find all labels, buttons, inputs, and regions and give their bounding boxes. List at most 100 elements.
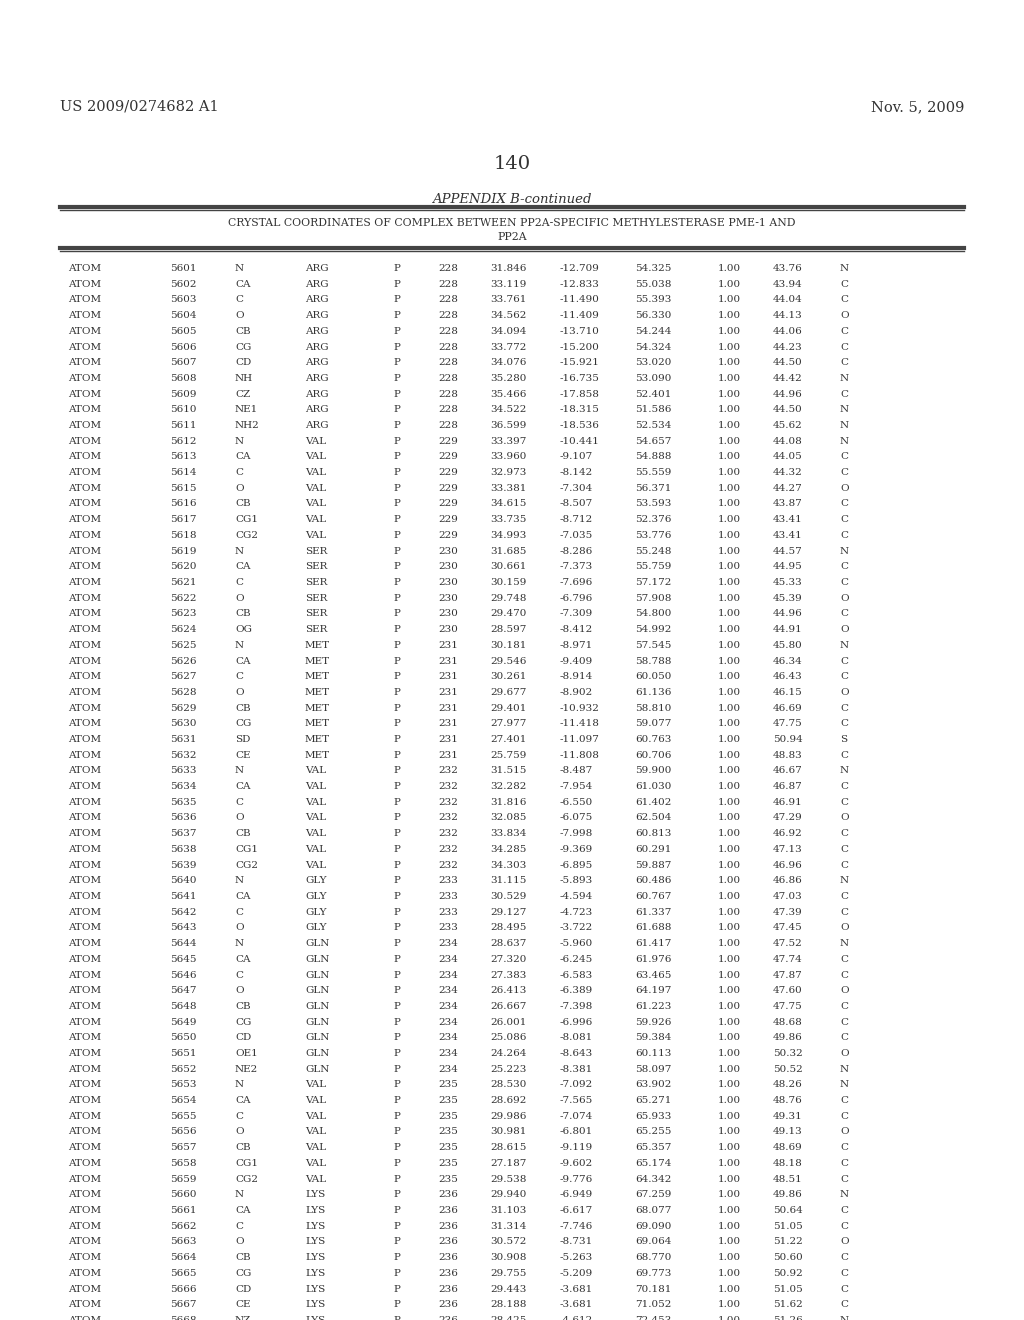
Text: 5622: 5622 bbox=[170, 594, 197, 603]
Text: VAL: VAL bbox=[305, 797, 326, 807]
Text: 5634: 5634 bbox=[170, 781, 197, 791]
Text: 231: 231 bbox=[438, 688, 458, 697]
Text: ATOM: ATOM bbox=[68, 954, 101, 964]
Text: -7.074: -7.074 bbox=[560, 1111, 593, 1121]
Text: 1.00: 1.00 bbox=[718, 719, 741, 729]
Text: -8.381: -8.381 bbox=[560, 1065, 593, 1073]
Text: ATOM: ATOM bbox=[68, 1253, 101, 1262]
Text: CZ: CZ bbox=[234, 389, 250, 399]
Text: 231: 231 bbox=[438, 656, 458, 665]
Text: -7.565: -7.565 bbox=[560, 1096, 593, 1105]
Text: 28.188: 28.188 bbox=[490, 1300, 526, 1309]
Text: C: C bbox=[840, 327, 848, 335]
Text: 64.197: 64.197 bbox=[635, 986, 672, 995]
Text: 47.74: 47.74 bbox=[773, 954, 803, 964]
Text: ATOM: ATOM bbox=[68, 719, 101, 729]
Text: C: C bbox=[840, 908, 848, 916]
Text: 26.667: 26.667 bbox=[490, 1002, 526, 1011]
Text: O: O bbox=[234, 484, 244, 492]
Text: 1.00: 1.00 bbox=[718, 829, 741, 838]
Text: 60.767: 60.767 bbox=[635, 892, 672, 902]
Text: VAL: VAL bbox=[305, 469, 326, 477]
Text: 52.401: 52.401 bbox=[635, 389, 672, 399]
Text: 27.383: 27.383 bbox=[490, 970, 526, 979]
Text: 60.763: 60.763 bbox=[635, 735, 672, 744]
Text: 230: 230 bbox=[438, 594, 458, 603]
Text: P: P bbox=[393, 735, 400, 744]
Text: 33.397: 33.397 bbox=[490, 437, 526, 446]
Text: 230: 230 bbox=[438, 626, 458, 634]
Text: 50.52: 50.52 bbox=[773, 1065, 803, 1073]
Text: P: P bbox=[393, 719, 400, 729]
Text: C: C bbox=[840, 797, 848, 807]
Text: 1.00: 1.00 bbox=[718, 1080, 741, 1089]
Text: 44.96: 44.96 bbox=[773, 610, 803, 618]
Text: 58.097: 58.097 bbox=[635, 1065, 672, 1073]
Text: C: C bbox=[234, 1111, 243, 1121]
Text: 48.69: 48.69 bbox=[773, 1143, 803, 1152]
Text: 233: 233 bbox=[438, 924, 458, 932]
Text: 1.00: 1.00 bbox=[718, 515, 741, 524]
Text: 230: 230 bbox=[438, 578, 458, 587]
Text: ARG: ARG bbox=[305, 327, 329, 335]
Text: 5651: 5651 bbox=[170, 1049, 197, 1059]
Text: 5602: 5602 bbox=[170, 280, 197, 289]
Text: -9.119: -9.119 bbox=[560, 1143, 593, 1152]
Text: 1.00: 1.00 bbox=[718, 531, 741, 540]
Text: 45.62: 45.62 bbox=[773, 421, 803, 430]
Text: ARG: ARG bbox=[305, 280, 329, 289]
Text: CG1: CG1 bbox=[234, 1159, 258, 1168]
Text: ATOM: ATOM bbox=[68, 264, 101, 273]
Text: C: C bbox=[840, 970, 848, 979]
Text: 1.00: 1.00 bbox=[718, 892, 741, 902]
Text: ATOM: ATOM bbox=[68, 876, 101, 886]
Text: 5656: 5656 bbox=[170, 1127, 197, 1137]
Text: 1.00: 1.00 bbox=[718, 688, 741, 697]
Text: 49.86: 49.86 bbox=[773, 1191, 803, 1200]
Text: -8.971: -8.971 bbox=[560, 640, 593, 649]
Text: 34.094: 34.094 bbox=[490, 327, 526, 335]
Text: O: O bbox=[840, 312, 849, 321]
Text: 34.303: 34.303 bbox=[490, 861, 526, 870]
Text: 26.001: 26.001 bbox=[490, 1018, 526, 1027]
Text: ATOM: ATOM bbox=[68, 626, 101, 634]
Text: 235: 235 bbox=[438, 1080, 458, 1089]
Text: 44.27: 44.27 bbox=[773, 484, 803, 492]
Text: 5659: 5659 bbox=[170, 1175, 197, 1184]
Text: 1.00: 1.00 bbox=[718, 813, 741, 822]
Text: -7.092: -7.092 bbox=[560, 1080, 593, 1089]
Text: 50.64: 50.64 bbox=[773, 1206, 803, 1214]
Text: ATOM: ATOM bbox=[68, 1237, 101, 1246]
Text: 5616: 5616 bbox=[170, 499, 197, 508]
Text: 229: 229 bbox=[438, 515, 458, 524]
Text: 58.810: 58.810 bbox=[635, 704, 672, 713]
Text: P: P bbox=[393, 546, 400, 556]
Text: MET: MET bbox=[305, 704, 330, 713]
Text: 29.755: 29.755 bbox=[490, 1269, 526, 1278]
Text: C: C bbox=[840, 469, 848, 477]
Text: ATOM: ATOM bbox=[68, 735, 101, 744]
Text: 5637: 5637 bbox=[170, 829, 197, 838]
Text: 27.187: 27.187 bbox=[490, 1159, 526, 1168]
Text: 61.136: 61.136 bbox=[635, 688, 672, 697]
Text: N: N bbox=[234, 640, 244, 649]
Text: P: P bbox=[393, 469, 400, 477]
Text: 46.92: 46.92 bbox=[773, 829, 803, 838]
Text: 1.00: 1.00 bbox=[718, 1237, 741, 1246]
Text: 5646: 5646 bbox=[170, 970, 197, 979]
Text: LYS: LYS bbox=[305, 1237, 326, 1246]
Text: N: N bbox=[840, 939, 849, 948]
Text: C: C bbox=[840, 1111, 848, 1121]
Text: 50.92: 50.92 bbox=[773, 1269, 803, 1278]
Text: C: C bbox=[840, 1143, 848, 1152]
Text: O: O bbox=[840, 813, 849, 822]
Text: P: P bbox=[393, 876, 400, 886]
Text: SER: SER bbox=[305, 626, 328, 634]
Text: 52.376: 52.376 bbox=[635, 515, 672, 524]
Text: PP2A: PP2A bbox=[498, 232, 526, 242]
Text: CA: CA bbox=[234, 1206, 251, 1214]
Text: ATOM: ATOM bbox=[68, 296, 101, 305]
Text: VAL: VAL bbox=[305, 453, 326, 462]
Text: 5645: 5645 bbox=[170, 954, 197, 964]
Text: 5658: 5658 bbox=[170, 1159, 197, 1168]
